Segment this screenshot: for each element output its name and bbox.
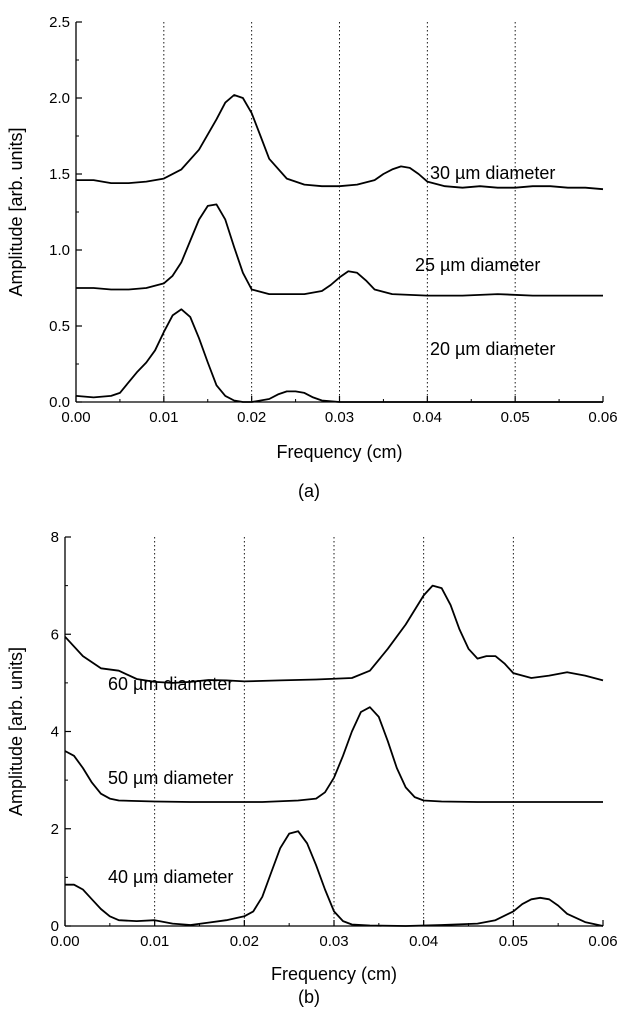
panel-a-y-axis-label: Amplitude [arb. units]	[6, 127, 26, 296]
panel-a-y-tick-label: 2.0	[49, 90, 70, 107]
panel-a-series-line	[76, 94, 604, 191]
panel-b-y-tick-label: 6	[51, 626, 59, 643]
panel-a-y-tick-label: 1.0	[49, 242, 70, 259]
panel-b-series-line	[65, 830, 604, 927]
panel-b-label: (b)	[298, 987, 320, 1007]
panel-b-x-tick-label: 0.03	[319, 933, 348, 950]
panel-b-series-line	[64, 584, 604, 684]
panel-a-x-tick-label: 0.04	[413, 409, 442, 426]
panel-a-chart: 0.00 0.01 0.02 0.03 0.04 0.05 0.06 0.0 0.5 1.0 1.5…	[6, 14, 618, 501]
panel-b-series-label: 50 µm diameter	[108, 768, 233, 788]
panel-a-y-tick-label: 0.5	[49, 318, 70, 335]
panel-b-x-tick-label: 0.05	[499, 933, 528, 950]
panel-a-x-tick-label: 0.00	[61, 409, 90, 426]
panel-a-x-tick-label: 0.05	[501, 409, 530, 426]
panel-a-series-line	[76, 203, 603, 297]
panel-a-series-label: 30 µm diameter	[430, 163, 555, 183]
panel-b-x-tick-label: 0.00	[50, 933, 79, 950]
panel-a-series-line	[75, 308, 603, 403]
panel-b-series-label: 60 µm diameter	[108, 674, 233, 694]
panel-b-y-axis-label: Amplitude [arb. units]	[6, 647, 26, 816]
panel-b-x-axis-label: Frequency (cm)	[271, 964, 397, 984]
panel-a-x-tick-label: 0.03	[325, 409, 354, 426]
panel-a-series-label: 25 µm diameter	[415, 255, 540, 275]
panel-b-chart: 0.00 0.01 0.02 0.03 0.04 0.05 0.06 0 2 4 6 8 Frequen…	[6, 529, 618, 1007]
panel-b-series-label: 40 µm diameter	[108, 867, 233, 887]
panel-a-label: (a)	[298, 481, 320, 501]
panel-b-y-tick-label: 4	[51, 724, 59, 741]
panel-a-series-label: 20 µm diameter	[430, 339, 555, 359]
panel-a-x-tick-label: 0.06	[588, 409, 617, 426]
panel-b-x-tick-label: 0.01	[140, 933, 169, 950]
panel-a-x-tick-label: 0.01	[149, 409, 178, 426]
panel-a-x-tick-label: 0.02	[237, 409, 266, 426]
panel-b-x-tick-label: 0.02	[230, 933, 259, 950]
panel-b-y-tick-label: 0	[51, 918, 59, 935]
panel-b-x-tick-label: 0.04	[409, 933, 438, 950]
panel-a-y-tick-label: 1.5	[49, 166, 70, 183]
panel-a-y-tick-label: 2.5	[49, 14, 70, 31]
panel-b-y-tick-label: 2	[51, 821, 59, 838]
panel-b-y-tick-label: 8	[51, 529, 59, 546]
panel-b-series-line	[64, 706, 603, 803]
panel-a-y-tick-label: 0.0	[49, 394, 70, 411]
panel-b-x-tick-label: 0.06	[588, 933, 617, 950]
panel-a-x-axis-label: Frequency (cm)	[276, 442, 402, 462]
